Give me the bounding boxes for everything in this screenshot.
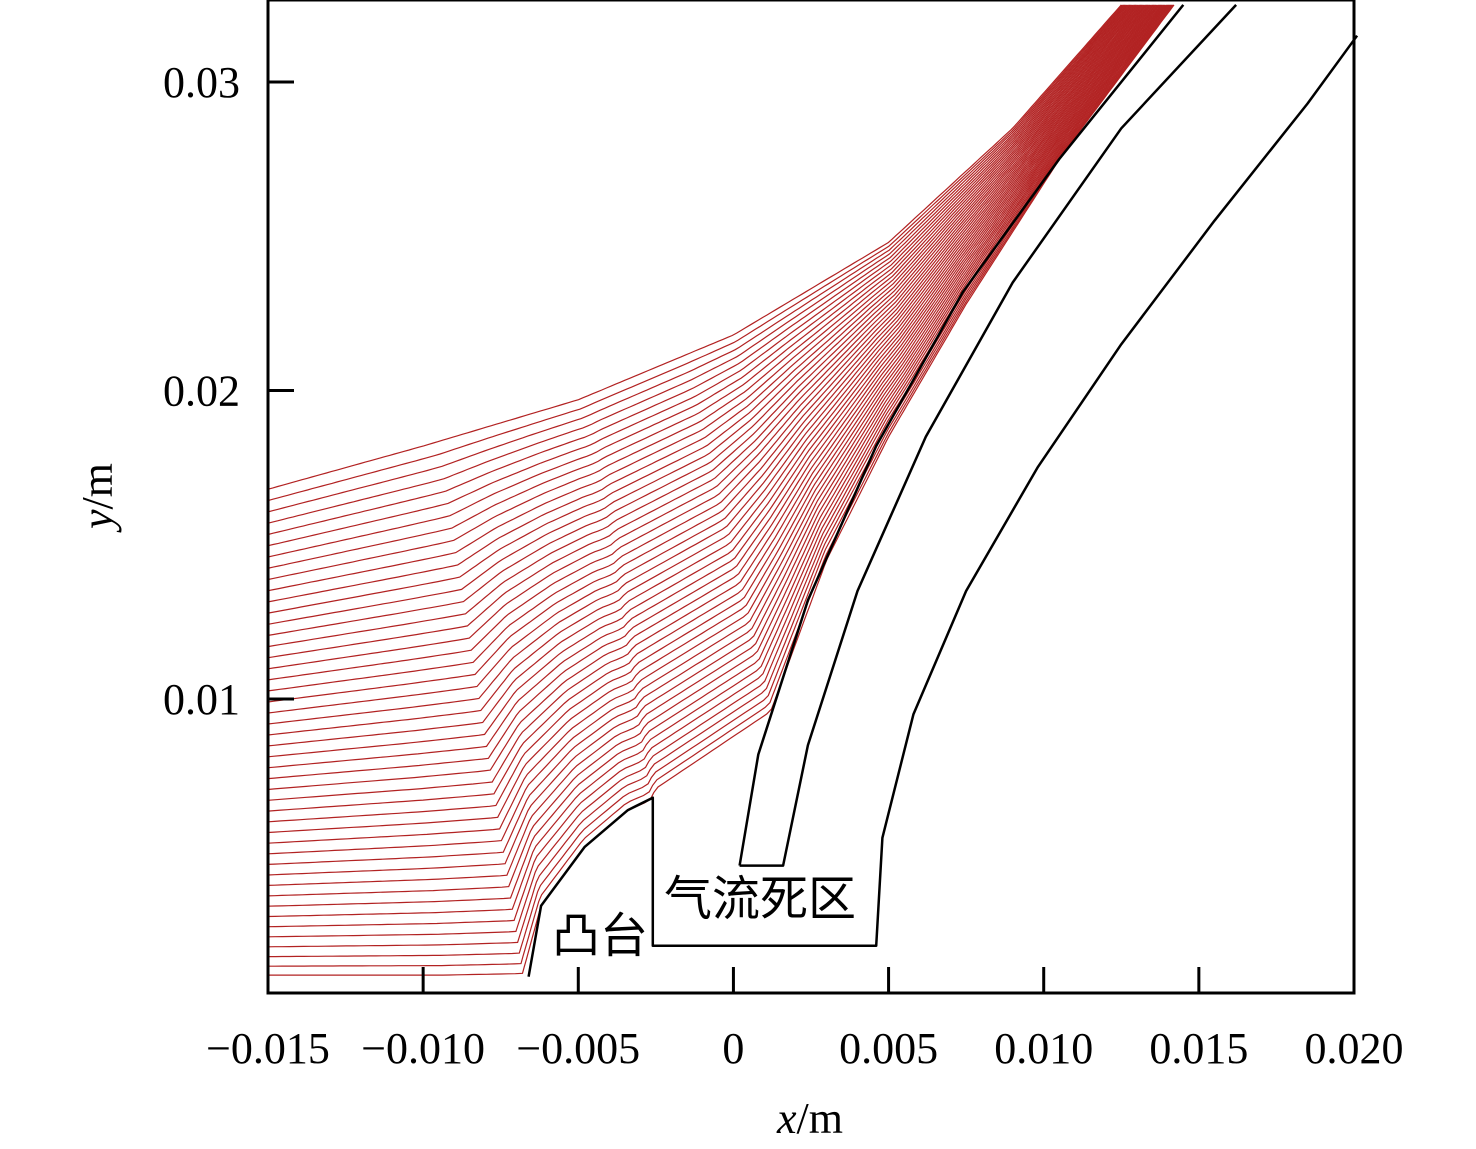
streamline — [268, 4, 1125, 513]
y-tick-label: 0.01 — [163, 675, 240, 724]
streamline — [268, 4, 1122, 490]
streamline — [268, 4, 1162, 855]
x-tick-label: 0.015 — [1149, 1024, 1248, 1073]
streamline — [268, 4, 1158, 823]
y-tick-label: 0.03 — [163, 58, 240, 107]
streamline — [268, 4, 1141, 659]
streamline — [268, 4, 1163, 865]
wall-layer — [527, 4, 1359, 977]
streamline — [268, 4, 1147, 714]
streamline — [268, 4, 1126, 524]
tick-layer: −0.015 −0.010 −0.005 0 0.005 0.010 0.015 0.020 0… — [163, 58, 1404, 1073]
streamline — [268, 4, 1136, 614]
x-tick-label: 0.005 — [839, 1024, 938, 1073]
y-axis-unit: /m — [73, 463, 122, 509]
streamline — [268, 4, 1131, 569]
streamline — [268, 4, 1128, 547]
streamline — [268, 4, 1134, 603]
x-tick-label: −0.005 — [516, 1024, 640, 1073]
streamline — [268, 4, 1132, 581]
streamline — [268, 4, 1155, 791]
y-axis-title: y/m — [73, 463, 122, 533]
streamline — [268, 4, 1161, 844]
streamline — [268, 4, 1142, 670]
wall-line-1 — [739, 4, 1238, 867]
streamline — [268, 4, 1156, 801]
wall-line-2 — [738, 4, 1185, 866]
streamline — [268, 4, 1151, 758]
streamline — [268, 4, 1130, 558]
y-axis-var: y — [73, 509, 122, 533]
x-axis-title: x/m — [776, 1094, 843, 1143]
streamline — [268, 4, 1166, 897]
streamline — [268, 4, 1148, 725]
x-tick-label: 0.020 — [1305, 1024, 1404, 1073]
streamline-layer — [268, 4, 1175, 976]
annotation-boss: 凸台 — [552, 908, 648, 964]
streamline — [268, 4, 1168, 907]
x-tick-label: −0.015 — [206, 1024, 330, 1073]
streamline — [268, 4, 1137, 625]
streamline — [268, 4, 1138, 636]
streamline — [268, 4, 1154, 780]
streamline — [268, 4, 1169, 918]
x-tick-label: 0 — [722, 1024, 744, 1073]
streamline — [268, 4, 1143, 681]
streamline — [268, 4, 1145, 703]
streamline — [268, 4, 1164, 876]
streamline — [268, 4, 1152, 769]
streamline — [268, 4, 1150, 747]
wall-line-0 — [527, 34, 1359, 977]
streamline — [268, 4, 1175, 976]
streamline — [268, 4, 1165, 886]
streamline — [268, 4, 1127, 536]
streamline — [268, 4, 1123, 502]
streamline — [268, 4, 1157, 812]
plot-frame — [266, 0, 1356, 995]
annotation-dead-zone: 气流死区 — [664, 871, 856, 927]
streamline — [268, 4, 1133, 592]
streamline — [268, 4, 1144, 692]
x-axis-unit: /m — [797, 1094, 843, 1143]
streamline — [268, 4, 1171, 938]
x-axis-var: x — [776, 1094, 797, 1143]
x-tick-label: 0.010 — [994, 1024, 1093, 1073]
x-tick-label: −0.010 — [361, 1024, 485, 1073]
streamline — [268, 4, 1170, 928]
streamline — [268, 4, 1139, 648]
y-tick-label: 0.02 — [163, 367, 240, 416]
streamline — [268, 4, 1149, 736]
streamline — [268, 4, 1160, 834]
